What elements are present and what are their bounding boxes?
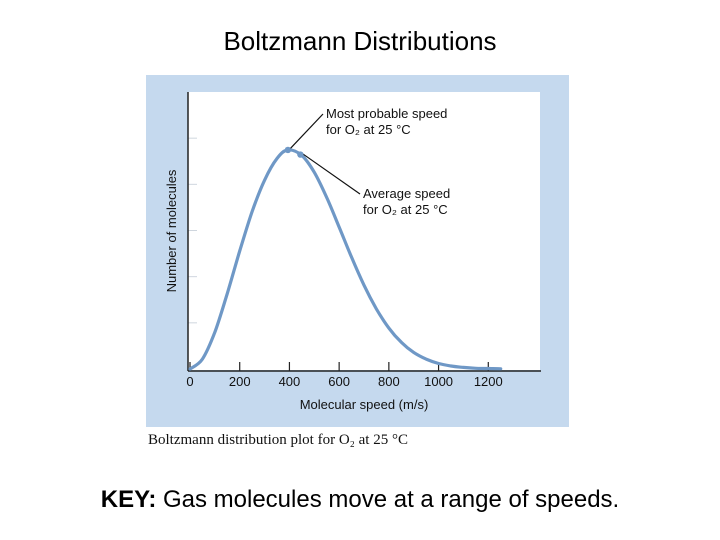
- x-tick-label-0: 0: [186, 374, 193, 389]
- y-axis-label: Number of molecules: [164, 169, 179, 292]
- slide-title: Boltzmann Distributions: [223, 26, 497, 56]
- average-speed-label: Average speed: [363, 186, 450, 201]
- distribution-curve: [188, 148, 503, 371]
- x-tick-label-4: 800: [378, 374, 400, 389]
- x-axis-label: Molecular speed (m/s): [300, 397, 429, 412]
- x-tick-label-5: 1000: [424, 374, 453, 389]
- average-speed-label-line2: for O₂ at 25 °C: [363, 202, 448, 217]
- most-probable-speed-point: [284, 146, 292, 154]
- most-probable-speed-label: Most probable speed: [326, 106, 447, 121]
- most-probable-speed-label-line2: for O₂ at 25 °C: [326, 122, 411, 137]
- curve-layer: [188, 148, 503, 371]
- figure-caption: Boltzmann distribution plot for O₂ at 25…: [148, 432, 408, 448]
- x-tick-label-3: 600: [328, 374, 350, 389]
- average-speed-point: [297, 151, 304, 158]
- x-tick-label-1: 200: [229, 374, 251, 389]
- x-tick-label-6: 1200: [474, 374, 503, 389]
- key-statement: KEY: Gas molecules move at a range of sp…: [0, 486, 720, 514]
- x-tick-label-2: 400: [279, 374, 301, 389]
- key-label: KEY:: [100, 486, 157, 513]
- key-text: Gas molecules move at a range of speeds.: [156, 486, 620, 513]
- average-speed-leader: [302, 153, 361, 195]
- most-probable-speed-leader: [289, 113, 324, 150]
- ticks-layer: 0 200 400 600 800 1000 1200: [186, 137, 503, 389]
